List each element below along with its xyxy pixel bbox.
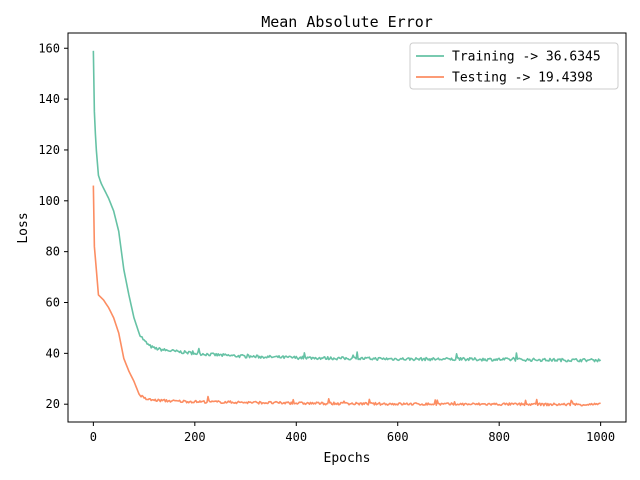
y-tick-label: 100	[38, 194, 60, 208]
y-tick-label: 120	[38, 143, 60, 157]
chart-title: Mean Absolute Error	[261, 13, 433, 31]
y-tick-label: 40	[46, 346, 60, 360]
x-axis-label: Epochs	[324, 451, 371, 466]
y-axis-label: Loss	[16, 212, 31, 243]
y-tick-label: 80	[46, 245, 60, 259]
y-axis: 20 40 60 80 100 120 140 160	[38, 41, 68, 411]
y-tick-label: 20	[46, 397, 60, 411]
series-line-testing	[92, 185, 601, 407]
plot-area	[92, 50, 602, 407]
y-tick-label: 160	[38, 41, 60, 55]
legend: Training -> 36.6345 Testing -> 19.4398	[409, 42, 619, 90]
series-line-training	[92, 50, 602, 363]
x-tick-label: 200	[184, 430, 206, 444]
x-tick-label: 400	[285, 430, 307, 444]
legend-label: Testing -> 19.4398	[452, 71, 593, 86]
x-tick-label: 1000	[586, 430, 615, 444]
legend-box	[409, 42, 619, 90]
x-tick-label: 0	[90, 430, 97, 444]
y-tick-label: 140	[38, 92, 60, 106]
x-axis: 0 200 400 600 800 1000	[90, 422, 615, 444]
legend-label: Training -> 36.6345	[452, 50, 601, 65]
x-tick-label: 800	[488, 430, 510, 444]
axes-frame	[67, 32, 627, 423]
y-tick-label: 60	[46, 296, 60, 310]
x-tick-label: 600	[387, 430, 409, 444]
